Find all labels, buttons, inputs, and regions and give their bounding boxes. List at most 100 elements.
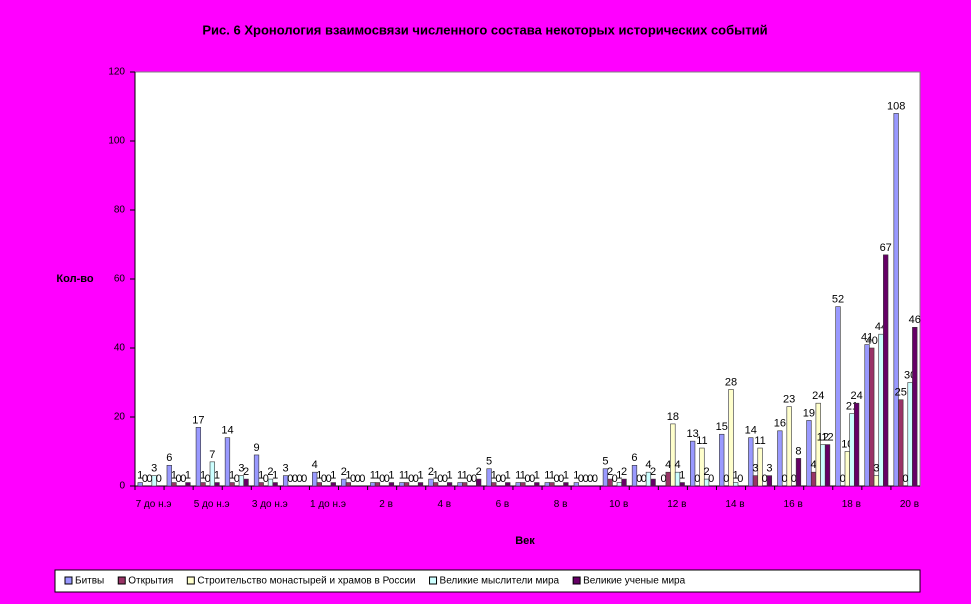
bar: [462, 482, 468, 487]
bar: [810, 471, 817, 487]
bar: [563, 482, 569, 487]
data-label: 0: [379, 473, 385, 485]
bar: [214, 482, 220, 487]
data-label: 1: [345, 469, 351, 481]
bar: [417, 482, 424, 487]
bar: [200, 482, 206, 487]
data-label: 1: [433, 469, 439, 481]
data-label: 0: [694, 473, 700, 485]
bar: [370, 482, 376, 487]
data-label: 0: [384, 473, 390, 485]
data-label: 0: [471, 473, 477, 485]
y-tick-label: 40: [114, 343, 126, 354]
x-tick-label: 14 в: [725, 499, 745, 510]
bar: [520, 482, 526, 487]
x-axis-title: Век: [515, 535, 535, 547]
data-label: 41: [861, 331, 873, 343]
data-label: 1: [403, 469, 409, 481]
data-label: 1: [447, 469, 453, 481]
data-label: 1: [399, 469, 405, 481]
data-label: 0: [554, 473, 560, 485]
data-label: 24: [812, 390, 824, 402]
data-label: 12: [817, 432, 829, 444]
data-label: 0: [781, 473, 787, 485]
legend-swatch: [117, 576, 126, 585]
data-label: 1: [505, 469, 511, 481]
legend-label: Открытия: [128, 576, 173, 587]
bar: [209, 461, 215, 487]
data-label: 52: [832, 294, 844, 306]
bar: [446, 482, 453, 487]
bar: [699, 447, 705, 487]
y-tick-label: 0: [119, 481, 125, 492]
bar: [345, 482, 352, 487]
data-label: 1: [258, 469, 264, 481]
bar: [621, 478, 627, 487]
data-label: 0: [558, 473, 564, 485]
data-label: 0: [180, 473, 186, 485]
bar: [544, 482, 550, 487]
data-label: 1: [200, 469, 206, 481]
data-label: 5: [602, 456, 608, 468]
x-tick-label: 4 в: [437, 499, 452, 510]
y-tick-label: 120: [108, 67, 125, 78]
data-label: 0: [146, 473, 152, 485]
data-label: 1: [534, 469, 540, 481]
data-label: 0: [442, 473, 448, 485]
bar: [505, 482, 511, 487]
data-label: 0: [524, 473, 530, 485]
data-label: 1: [616, 469, 622, 481]
bar: [515, 482, 521, 487]
data-label: 46: [909, 314, 921, 326]
bar: [602, 468, 609, 487]
legend-label: Битвы: [75, 576, 104, 587]
data-label: 1: [491, 469, 497, 481]
data-label: 0: [205, 473, 211, 485]
bar: [766, 475, 773, 487]
data-label: 1: [417, 469, 423, 481]
data-label: 1: [185, 469, 191, 481]
data-label: 67: [880, 242, 892, 254]
data-label: 0: [587, 473, 593, 485]
bar: [849, 413, 855, 487]
data-label: 1: [520, 469, 526, 481]
x-tick-label: 20 в: [899, 499, 920, 510]
bar: [316, 482, 322, 487]
bar: [171, 482, 177, 487]
data-label: 3: [151, 463, 157, 475]
data-label: 0: [321, 473, 327, 485]
data-label: 0: [292, 473, 298, 485]
data-label: 4: [811, 459, 817, 471]
data-label: 1: [272, 469, 278, 481]
data-label: 2: [341, 466, 347, 478]
legend-label: Великие ученые мира: [583, 576, 685, 587]
data-label: 1: [330, 469, 336, 481]
bar: [282, 475, 289, 487]
x-tick-label: 3 до н.э: [251, 499, 288, 510]
legend-swatch: [572, 576, 581, 585]
data-label: 24: [850, 390, 862, 402]
data-label: 3: [752, 463, 758, 475]
bar: [873, 475, 880, 487]
data-label: 2: [428, 466, 434, 478]
data-label: 0: [840, 473, 846, 485]
bar: [195, 427, 202, 487]
data-label: 1: [544, 469, 550, 481]
data-label: 0: [641, 473, 647, 485]
data-label: 0: [708, 473, 714, 485]
x-tick-label: 8 в: [553, 499, 568, 510]
data-label: 1: [229, 469, 235, 481]
bar: [690, 440, 696, 487]
x-tick-label: 2 в: [379, 499, 393, 510]
bar: [432, 482, 439, 487]
bar: [835, 306, 841, 487]
bar: [853, 402, 860, 487]
bar: [815, 402, 821, 487]
data-label: 1: [733, 469, 739, 481]
data-label: 0: [495, 473, 501, 485]
legend-label: Великие мыслители мира: [440, 576, 560, 587]
data-label: 0: [592, 473, 598, 485]
data-label: 0: [301, 473, 307, 485]
data-label: 0: [661, 473, 667, 485]
data-label: 1: [457, 469, 463, 481]
